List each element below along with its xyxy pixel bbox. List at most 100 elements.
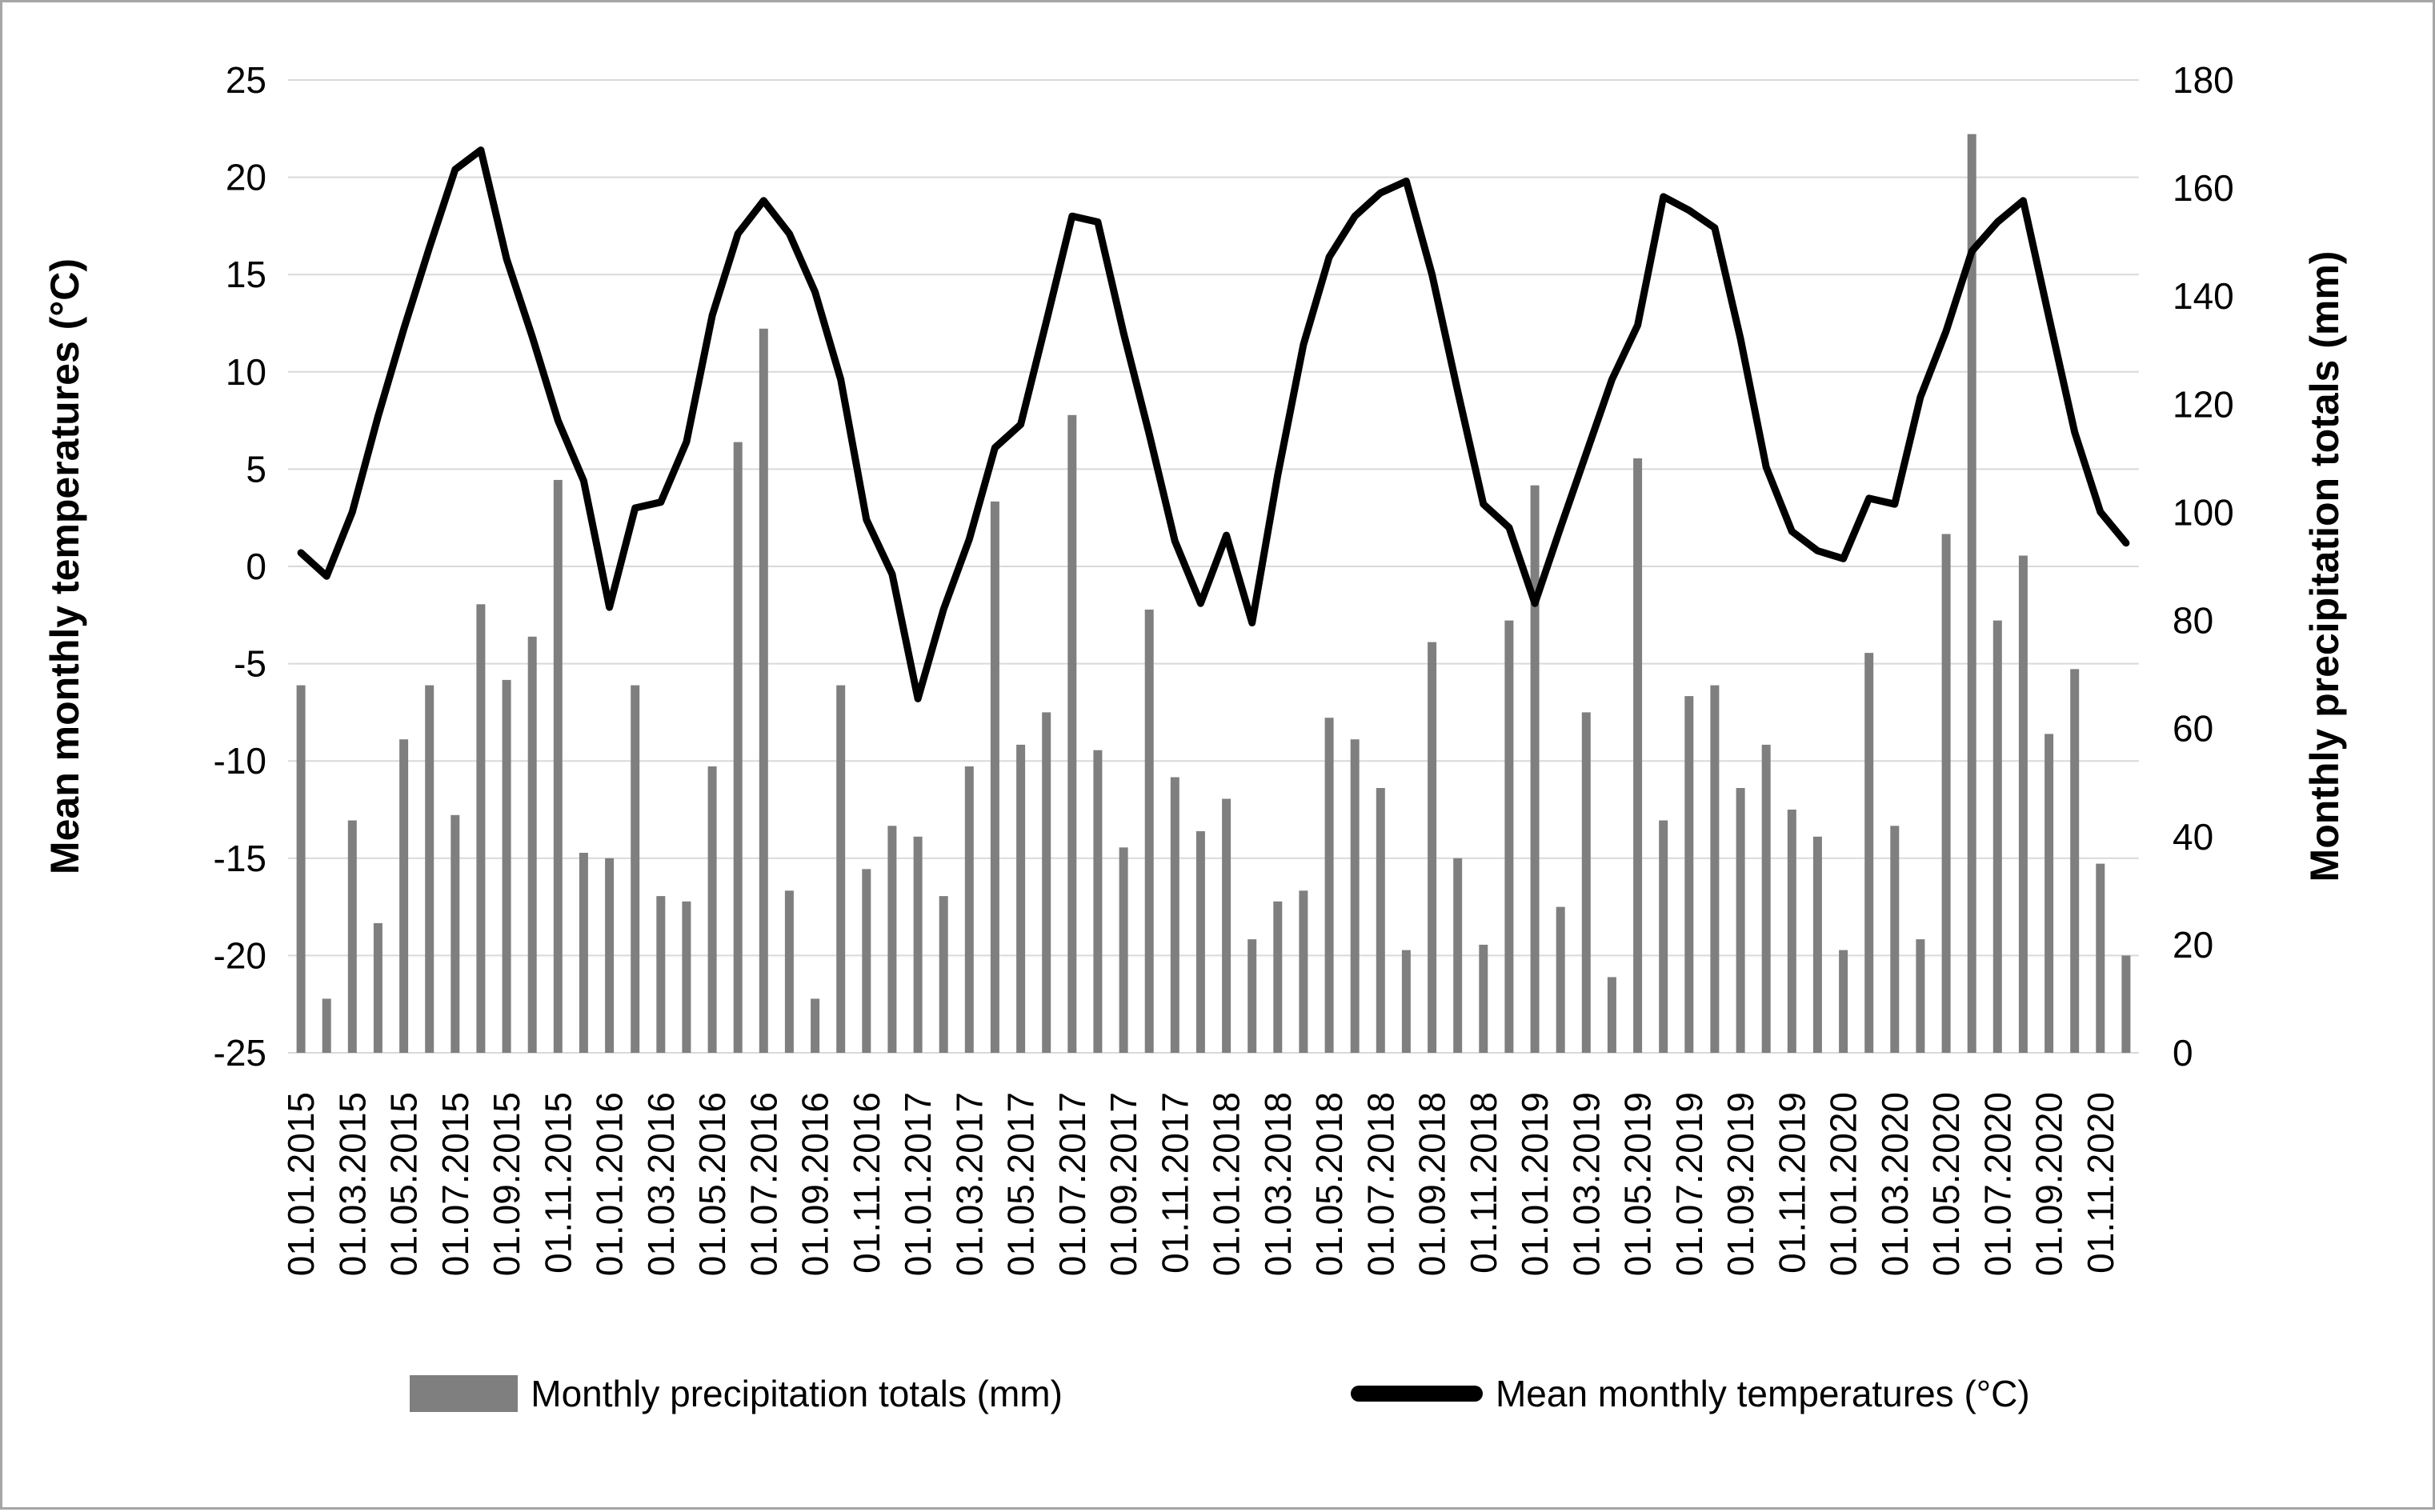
x-tick-label: 01.05.2017 [1000,1092,1042,1276]
precip-bar [553,479,563,1053]
x-tick-label: 01.11.2019 [1771,1092,1812,1274]
precip-bar [1067,414,1077,1053]
right-tick-label: 0 [2173,1032,2193,1074]
x-tick-label: 01.03.2017 [948,1092,990,1276]
x-tick-label: 01.05.2015 [383,1092,425,1276]
legend-label-precipitation: Monthly precipitation totals (mm) [531,1373,1063,1414]
precip-bar [1144,610,1154,1053]
precip-bar [939,896,948,1053]
x-tick-label: 01.01.2020 [1823,1092,1864,1276]
precipitation-bars [296,134,2131,1054]
precip-bar [1479,944,1488,1053]
precip-bar [2045,734,2054,1053]
precip-bar [1633,458,1643,1053]
precip-bar [1401,950,1411,1053]
x-tick-label: 01.09.2020 [2028,1092,2070,1276]
x-tick-label: 01.11.2016 [846,1092,887,1274]
precip-bar [887,826,897,1053]
precip-bar [1428,642,1437,1053]
left-tick-label: -10 [214,740,266,782]
x-tick-label: 01.03.2020 [1874,1092,1916,1276]
left-tick-label: 0 [246,546,266,587]
right-axis-title: Monthly precipitation totals (mm) [2302,250,2347,882]
left-tick-label: -20 [214,934,266,976]
precip-bar [2121,955,2131,1053]
precip-bar [1659,820,1668,1053]
x-tick-label: 01.01.2015 [280,1092,322,1276]
x-tick-label: 01.01.2018 [1206,1092,1248,1276]
precip-bar [2018,555,2028,1053]
x-tick-label: 01.05.2020 [1925,1092,1967,1276]
left-tick-label: -15 [214,838,266,879]
x-tick-label: 01.09.2017 [1103,1092,1144,1276]
precip-bar [990,501,999,1053]
right-tick-label: 180 [2173,59,2234,101]
left-tick-label: 10 [226,351,266,393]
precipitation-swatch-icon [410,1375,519,1412]
x-tick-label: 01.11.2020 [2080,1092,2121,1274]
x-tick-label: 01.01.2019 [1514,1092,1556,1276]
precip-bar [682,901,691,1053]
x-tick-label: 01.11.2015 [537,1092,579,1274]
precip-bar [1839,950,1848,1053]
precip-bar [476,604,486,1053]
x-tick-label: 01.09.2018 [1412,1092,1453,1276]
x-tick-label: 01.01.2017 [897,1092,939,1276]
precip-bar [1967,134,1976,1054]
x-tick-label: 01.11.2018 [1463,1092,1504,1274]
precip-bar [425,685,435,1053]
temperature-line [297,146,2130,702]
precip-bar [2070,669,2080,1053]
precip-bar [296,685,306,1053]
left-axis-ticks: 25 20 15 10 5 0 -5 -10 -15 -20 -25 [214,59,266,1074]
precip-bar [836,685,846,1053]
precip-bar [913,836,923,1053]
precip-bar [631,685,640,1053]
precip-bar [1916,939,1925,1053]
precip-bar [1864,653,1874,1053]
precip-bar [733,442,743,1053]
precip-bar [811,998,820,1053]
precip-bar [1890,826,1900,1053]
precip-bar [1453,858,1463,1053]
precip-bar [373,922,382,1053]
precip-bar [656,896,666,1053]
legend-item-temperature: Mean monthly temperatures (°C) [1350,1372,2030,1415]
precip-bar [1761,744,1771,1053]
precip-bar [605,858,615,1053]
precip-bar [784,890,794,1053]
x-tick-label: 01.07.2015 [435,1092,476,1276]
temperature-swatch-icon [1350,1386,1483,1402]
right-tick-label: 120 [2173,383,2234,425]
precip-bar [1376,788,1385,1053]
precip-bar [1992,620,2002,1053]
x-tick-label: 01.07.2016 [743,1092,784,1276]
precip-bar [1093,750,1103,1053]
precip-bar [1710,685,1720,1053]
precip-bar [2096,863,2105,1053]
x-tick-label: 01.05.2018 [1308,1092,1350,1276]
precip-bar [759,328,768,1053]
x-axis-ticks: 01.01.2015 01.03.2015 01.05.2015 01.07.2015… [280,1092,2121,1276]
right-tick-label: 140 [2173,275,2234,317]
precip-bar [1324,718,1334,1053]
precip-bar [1812,836,1822,1053]
precip-bar [1299,890,1308,1053]
precip-bar [707,766,717,1053]
precip-bar [399,739,409,1053]
x-tick-label: 01.01.2016 [589,1092,631,1276]
precip-bar [1273,901,1283,1053]
precip-bar [1350,739,1360,1053]
right-axis-ticks: 180 160 140 120 100 80 60 40 20 0 [2173,59,2234,1074]
left-tick-label: 15 [226,254,266,295]
precip-bar [1941,534,1951,1053]
x-tick-label: 01.07.2017 [1051,1092,1093,1276]
left-tick-label: -25 [214,1032,266,1074]
precip-bar [502,679,511,1053]
left-tick-label: 25 [226,59,266,101]
legend-label-temperature: Mean monthly temperatures (°C) [1495,1373,2030,1414]
x-tick-label: 01.03.2018 [1257,1092,1299,1276]
right-tick-label: 60 [2173,708,2213,750]
precip-bar [1684,696,1694,1053]
